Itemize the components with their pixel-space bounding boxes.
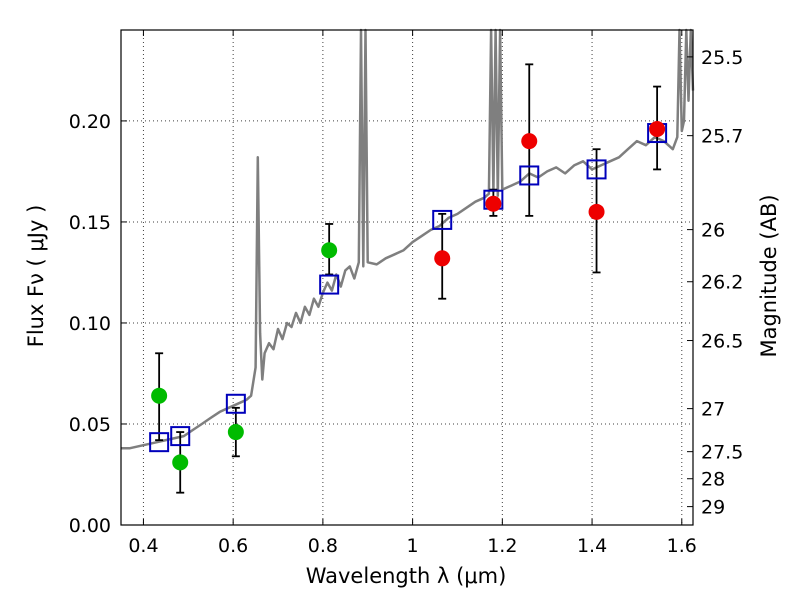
- data-points: [149, 121, 668, 471]
- x-tick-label: 0.4: [128, 535, 158, 557]
- right-tick-label: 28: [701, 469, 725, 491]
- x-tick-label: 1: [407, 535, 419, 557]
- model-point: [170, 426, 191, 447]
- y-tick-label: 0.10: [69, 313, 111, 335]
- model-point: [432, 209, 453, 230]
- right-axis-label: Magnitude (AB): [757, 194, 781, 357]
- x-tick-label: 0.8: [308, 535, 338, 557]
- right-tick-label: 26.5: [701, 331, 743, 353]
- y-tick-label: 0.15: [69, 212, 111, 234]
- observed-point: [649, 121, 666, 137]
- right-tick-label: 26: [701, 220, 725, 242]
- observed-point: [485, 195, 502, 212]
- observed-point: [434, 250, 451, 267]
- y-tick-label: 0.00: [69, 515, 111, 537]
- observed-point: [151, 387, 168, 404]
- y-tick-label: 0.20: [69, 111, 111, 133]
- observed-point: [172, 454, 189, 471]
- observed-point: [321, 242, 338, 259]
- right-tick-label: 27.5: [701, 442, 743, 464]
- model-point: [149, 432, 170, 453]
- plot-frame: [120, 29, 694, 526]
- x-tick-label: 1.2: [487, 535, 517, 557]
- x-tick-label: 1.6: [667, 535, 697, 557]
- right-tick-label: 25.7: [701, 126, 743, 148]
- x-axis-label: Wavelength λ (μm): [306, 564, 507, 588]
- observed-point: [521, 133, 538, 150]
- observed-point: [588, 203, 605, 220]
- y-tick-label: 0.05: [69, 414, 111, 436]
- model-point: [519, 165, 540, 186]
- observed-point: [227, 424, 244, 441]
- right-tick-label: 27: [701, 399, 725, 421]
- right-tick-label: 29: [701, 497, 725, 519]
- x-tick-label: 0.6: [218, 535, 248, 557]
- x-tick-label: 1.4: [577, 535, 607, 557]
- right-tick-label: 25.5: [701, 47, 743, 69]
- model-point: [319, 274, 340, 295]
- model-point: [586, 159, 607, 180]
- right-tick-label: 26.2: [701, 272, 743, 294]
- axes: 0.4 0.6 0.8 1 1.2 1.4 1.6 0.00 0.05 0.10 0.15 0.20 2…: [69, 29, 743, 557]
- y-axis-label: Flux Fν ( μJy ): [24, 205, 48, 348]
- model-point: [225, 393, 246, 414]
